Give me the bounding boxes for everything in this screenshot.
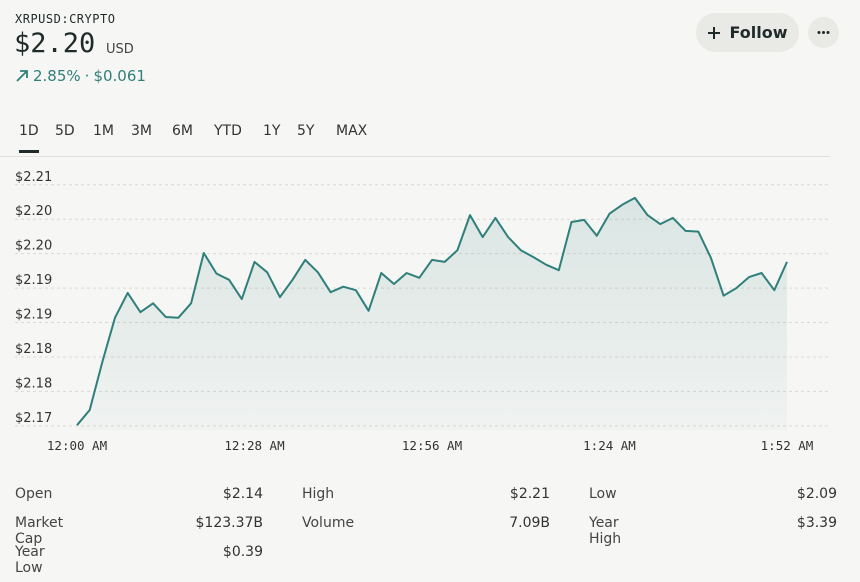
stat-value: $2.21 — [509, 486, 550, 502]
y-tick-label: $2.17 — [15, 411, 52, 426]
y-tick-label: $2.20 — [15, 239, 52, 254]
more-button[interactable] — [808, 17, 839, 48]
stat-value: 7.09B — [509, 515, 550, 531]
stat-value: $0.39 — [222, 544, 263, 560]
change-amount: $0.061 — [93, 67, 146, 85]
x-tick-label: 12:56 AM — [402, 438, 462, 453]
stat-label: Year Low — [15, 544, 45, 576]
currency: USD — [106, 42, 134, 57]
follow-label: Follow — [729, 23, 788, 42]
range-tab[interactable]: 1M — [93, 123, 114, 139]
x-tick-label: 12:28 AM — [224, 438, 284, 453]
stat-label: High — [302, 486, 335, 502]
separator: · — [84, 67, 90, 85]
stat-label: Volume — [302, 515, 355, 531]
x-tick-label: 1:24 AM — [583, 438, 636, 453]
chart: $2.21 $2.20 $2.20 $2.19 $2.19 $2.18 $2.18 $2.17… — [15, 170, 830, 453]
stat-value: $2.09 — [796, 486, 837, 502]
stat-label: Market Cap — [15, 515, 64, 547]
stat-value: $3.39 — [796, 515, 837, 531]
price: $2.20 — [14, 28, 96, 59]
x-tick-label: 12:00 AM — [47, 438, 107, 453]
change-percent: 2.85% — [33, 67, 81, 85]
change: 2.85% · $0.061 — [15, 67, 146, 85]
y-tick-label: $2.20 — [15, 204, 52, 219]
stat-label: Year High — [589, 515, 622, 547]
y-tick-label: $2.21 — [15, 170, 52, 185]
stat-value: $123.37B — [195, 515, 264, 531]
stat-label: Open — [15, 486, 53, 502]
area-fill — [77, 197, 787, 430]
range-tab[interactable]: 5Y — [297, 123, 315, 139]
more-icon — [817, 31, 830, 34]
range-tab[interactable]: 3M — [131, 123, 152, 139]
follow-button[interactable]: Follow — [696, 13, 799, 52]
range-tab[interactable]: YTD — [214, 123, 242, 139]
stat-label: Low — [589, 486, 617, 502]
range-tab[interactable]: 5D — [55, 123, 75, 139]
range-tab[interactable]: 1D — [19, 123, 39, 153]
range-tab[interactable]: MAX — [336, 123, 368, 139]
range-tab[interactable]: 1Y — [263, 123, 281, 139]
y-tick-label: $2.19 — [15, 273, 52, 288]
plus-icon — [708, 26, 721, 39]
y-tick-label: $2.19 — [15, 308, 52, 323]
x-tick-label: 1:52 AM — [761, 438, 814, 453]
y-tick-label: $2.18 — [15, 376, 52, 391]
symbol: XRPUSD:CRYPTO — [15, 12, 116, 26]
range-tab[interactable]: 6M — [172, 123, 193, 139]
price-line — [76, 196, 788, 426]
up-arrow-icon — [16, 70, 28, 82]
range-tabs: 1D 5D 1M 3M 6M YTD 1Y 5Y MAX — [0, 120, 830, 157]
y-tick-label: $2.18 — [15, 342, 52, 357]
stat-value: $2.14 — [222, 486, 263, 502]
